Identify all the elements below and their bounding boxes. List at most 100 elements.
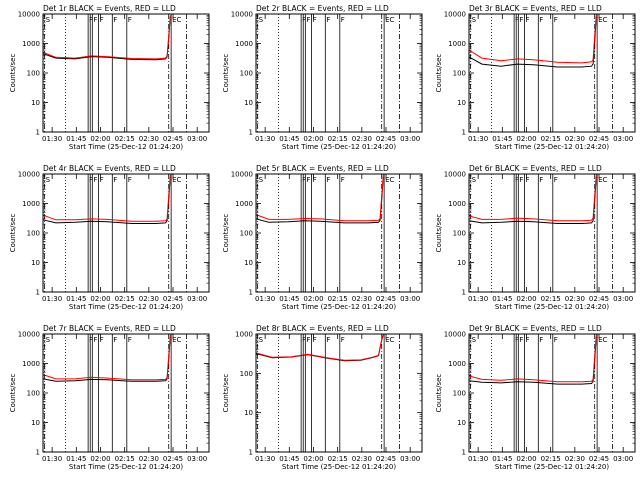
event-marker-label: S	[259, 16, 264, 24]
panel-title: Det 9r BLACK = Events, RED = LLD	[469, 324, 602, 333]
x-tick-label: 01:45	[492, 135, 512, 143]
event-marker-label: F	[341, 16, 345, 24]
event-marker-label: F	[302, 336, 306, 344]
x-tick-label: 03:00	[613, 455, 633, 463]
x-tick-label: 03:00	[187, 135, 207, 143]
event-marker-label: F	[93, 336, 97, 344]
y-tick-label: 10	[457, 419, 466, 427]
event-marker-label: F	[302, 16, 306, 24]
x-tick-label: 02:00	[516, 135, 536, 143]
x-tick-label: 02:15	[328, 135, 348, 143]
event-marker-label: F	[326, 176, 330, 184]
x-tick-label: 02:45	[589, 455, 609, 463]
x-tick-label: 01:30	[468, 295, 488, 303]
event-marker-label: S	[46, 176, 51, 184]
y-tick-label: 10	[31, 419, 40, 427]
y-tick-label: 100	[453, 230, 466, 238]
x-tick-label: 02:30	[139, 455, 159, 463]
y-tick-label: 10000	[18, 171, 40, 179]
y-tick-label: 1	[249, 289, 253, 297]
x-axis-label: Start Time (25-Dec-12 01:24:20)	[282, 463, 396, 471]
event-marker-label: F	[554, 176, 558, 184]
x-tick-label: 02:45	[589, 135, 609, 143]
y-tick-label: 1	[36, 449, 40, 457]
y-tick-label: 1000	[448, 360, 466, 368]
x-tick-label: 01:45	[279, 455, 299, 463]
plot-frame	[255, 13, 423, 133]
event-marker-label: F	[526, 336, 530, 344]
x-tick-label: 02:00	[90, 295, 110, 303]
event-marker-label: F	[100, 336, 104, 344]
event-marker-label: F	[128, 176, 132, 184]
event-marker-label: F	[326, 16, 330, 24]
event-marker-label: EC	[598, 336, 607, 344]
event-marker-label: F	[519, 16, 523, 24]
x-axis-label: Start Time (25-Dec-12 01:24:20)	[69, 143, 183, 151]
x-tick-label: 02:15	[115, 455, 135, 463]
y-tick-label: 1	[36, 289, 40, 297]
y-tick-label: 100	[27, 390, 40, 398]
x-tick-label: 03:00	[400, 295, 420, 303]
x-tick-label: 03:00	[613, 135, 633, 143]
event-marker-label: EC	[172, 176, 181, 184]
event-marker-label: F	[313, 16, 317, 24]
x-tick-label: 02:30	[139, 135, 159, 143]
event-marker-label: F	[539, 336, 543, 344]
event-marker-label: F	[100, 16, 104, 24]
x-tick-label: 02:15	[115, 135, 135, 143]
y-tick-label: 10	[31, 99, 40, 107]
y-tick-label: 1000	[448, 200, 466, 208]
event-marker-label: EC	[598, 176, 607, 184]
y-tick-label: 10	[457, 259, 466, 267]
y-tick-label: 10000	[18, 11, 40, 19]
event-marker-label: F	[313, 176, 317, 184]
series-lld-line	[468, 334, 597, 383]
y-tick-label: 1	[249, 449, 253, 457]
y-tick-label: 10000	[231, 171, 253, 179]
series-lld-line	[42, 174, 171, 222]
plot-frame	[468, 13, 636, 133]
y-axis-label: Counts/sec	[435, 214, 443, 253]
x-tick-label: 01:30	[42, 455, 62, 463]
y-tick-label: 100	[240, 70, 253, 78]
event-marker-label: F	[554, 336, 558, 344]
series-lld-line	[468, 174, 597, 222]
y-tick-label: 100	[240, 370, 253, 378]
event-marker-label: S	[259, 176, 264, 184]
event-marker-label: F	[93, 176, 97, 184]
event-marker-label: F	[526, 176, 530, 184]
x-tick-label: 03:00	[613, 295, 633, 303]
y-axis-label: Counts/sec	[222, 374, 230, 413]
x-tick-label: 01:45	[279, 135, 299, 143]
x-tick-label: 02:30	[139, 295, 159, 303]
y-axis-label: Counts/sec	[435, 54, 443, 93]
series-lld-line	[42, 334, 171, 381]
x-tick-label: 02:30	[565, 135, 585, 143]
y-tick-label: 10	[244, 409, 253, 417]
event-marker-label: F	[539, 176, 543, 184]
event-marker-label: F	[113, 16, 117, 24]
event-marker-label: F	[526, 16, 530, 24]
x-tick-label: 02:30	[352, 295, 372, 303]
x-axis-label: Start Time (25-Dec-12 01:24:20)	[495, 303, 609, 311]
x-tick-label: 01:45	[66, 135, 86, 143]
y-axis-label: Counts/sec	[9, 54, 17, 93]
series-events-line	[42, 176, 171, 224]
y-tick-label: 1	[36, 129, 40, 137]
y-tick-label: 10	[244, 99, 253, 107]
x-tick-label: 02:15	[115, 295, 135, 303]
y-tick-label: 10	[457, 99, 466, 107]
x-tick-label: 02:00	[303, 455, 323, 463]
panel-title: Det 6r BLACK = Events, RED = LLD	[469, 164, 602, 173]
event-marker-label: EC	[598, 16, 607, 24]
x-tick-label: 03:00	[400, 135, 420, 143]
x-tick-label: 02:30	[565, 295, 585, 303]
plot-frame	[468, 173, 636, 293]
x-tick-label: 01:30	[468, 455, 488, 463]
x-tick-label: 02:15	[541, 455, 561, 463]
series-events-line	[468, 176, 597, 224]
panel-title: Det 8r BLACK = Events, RED = LLD	[256, 324, 389, 333]
event-marker-label: F	[519, 176, 523, 184]
